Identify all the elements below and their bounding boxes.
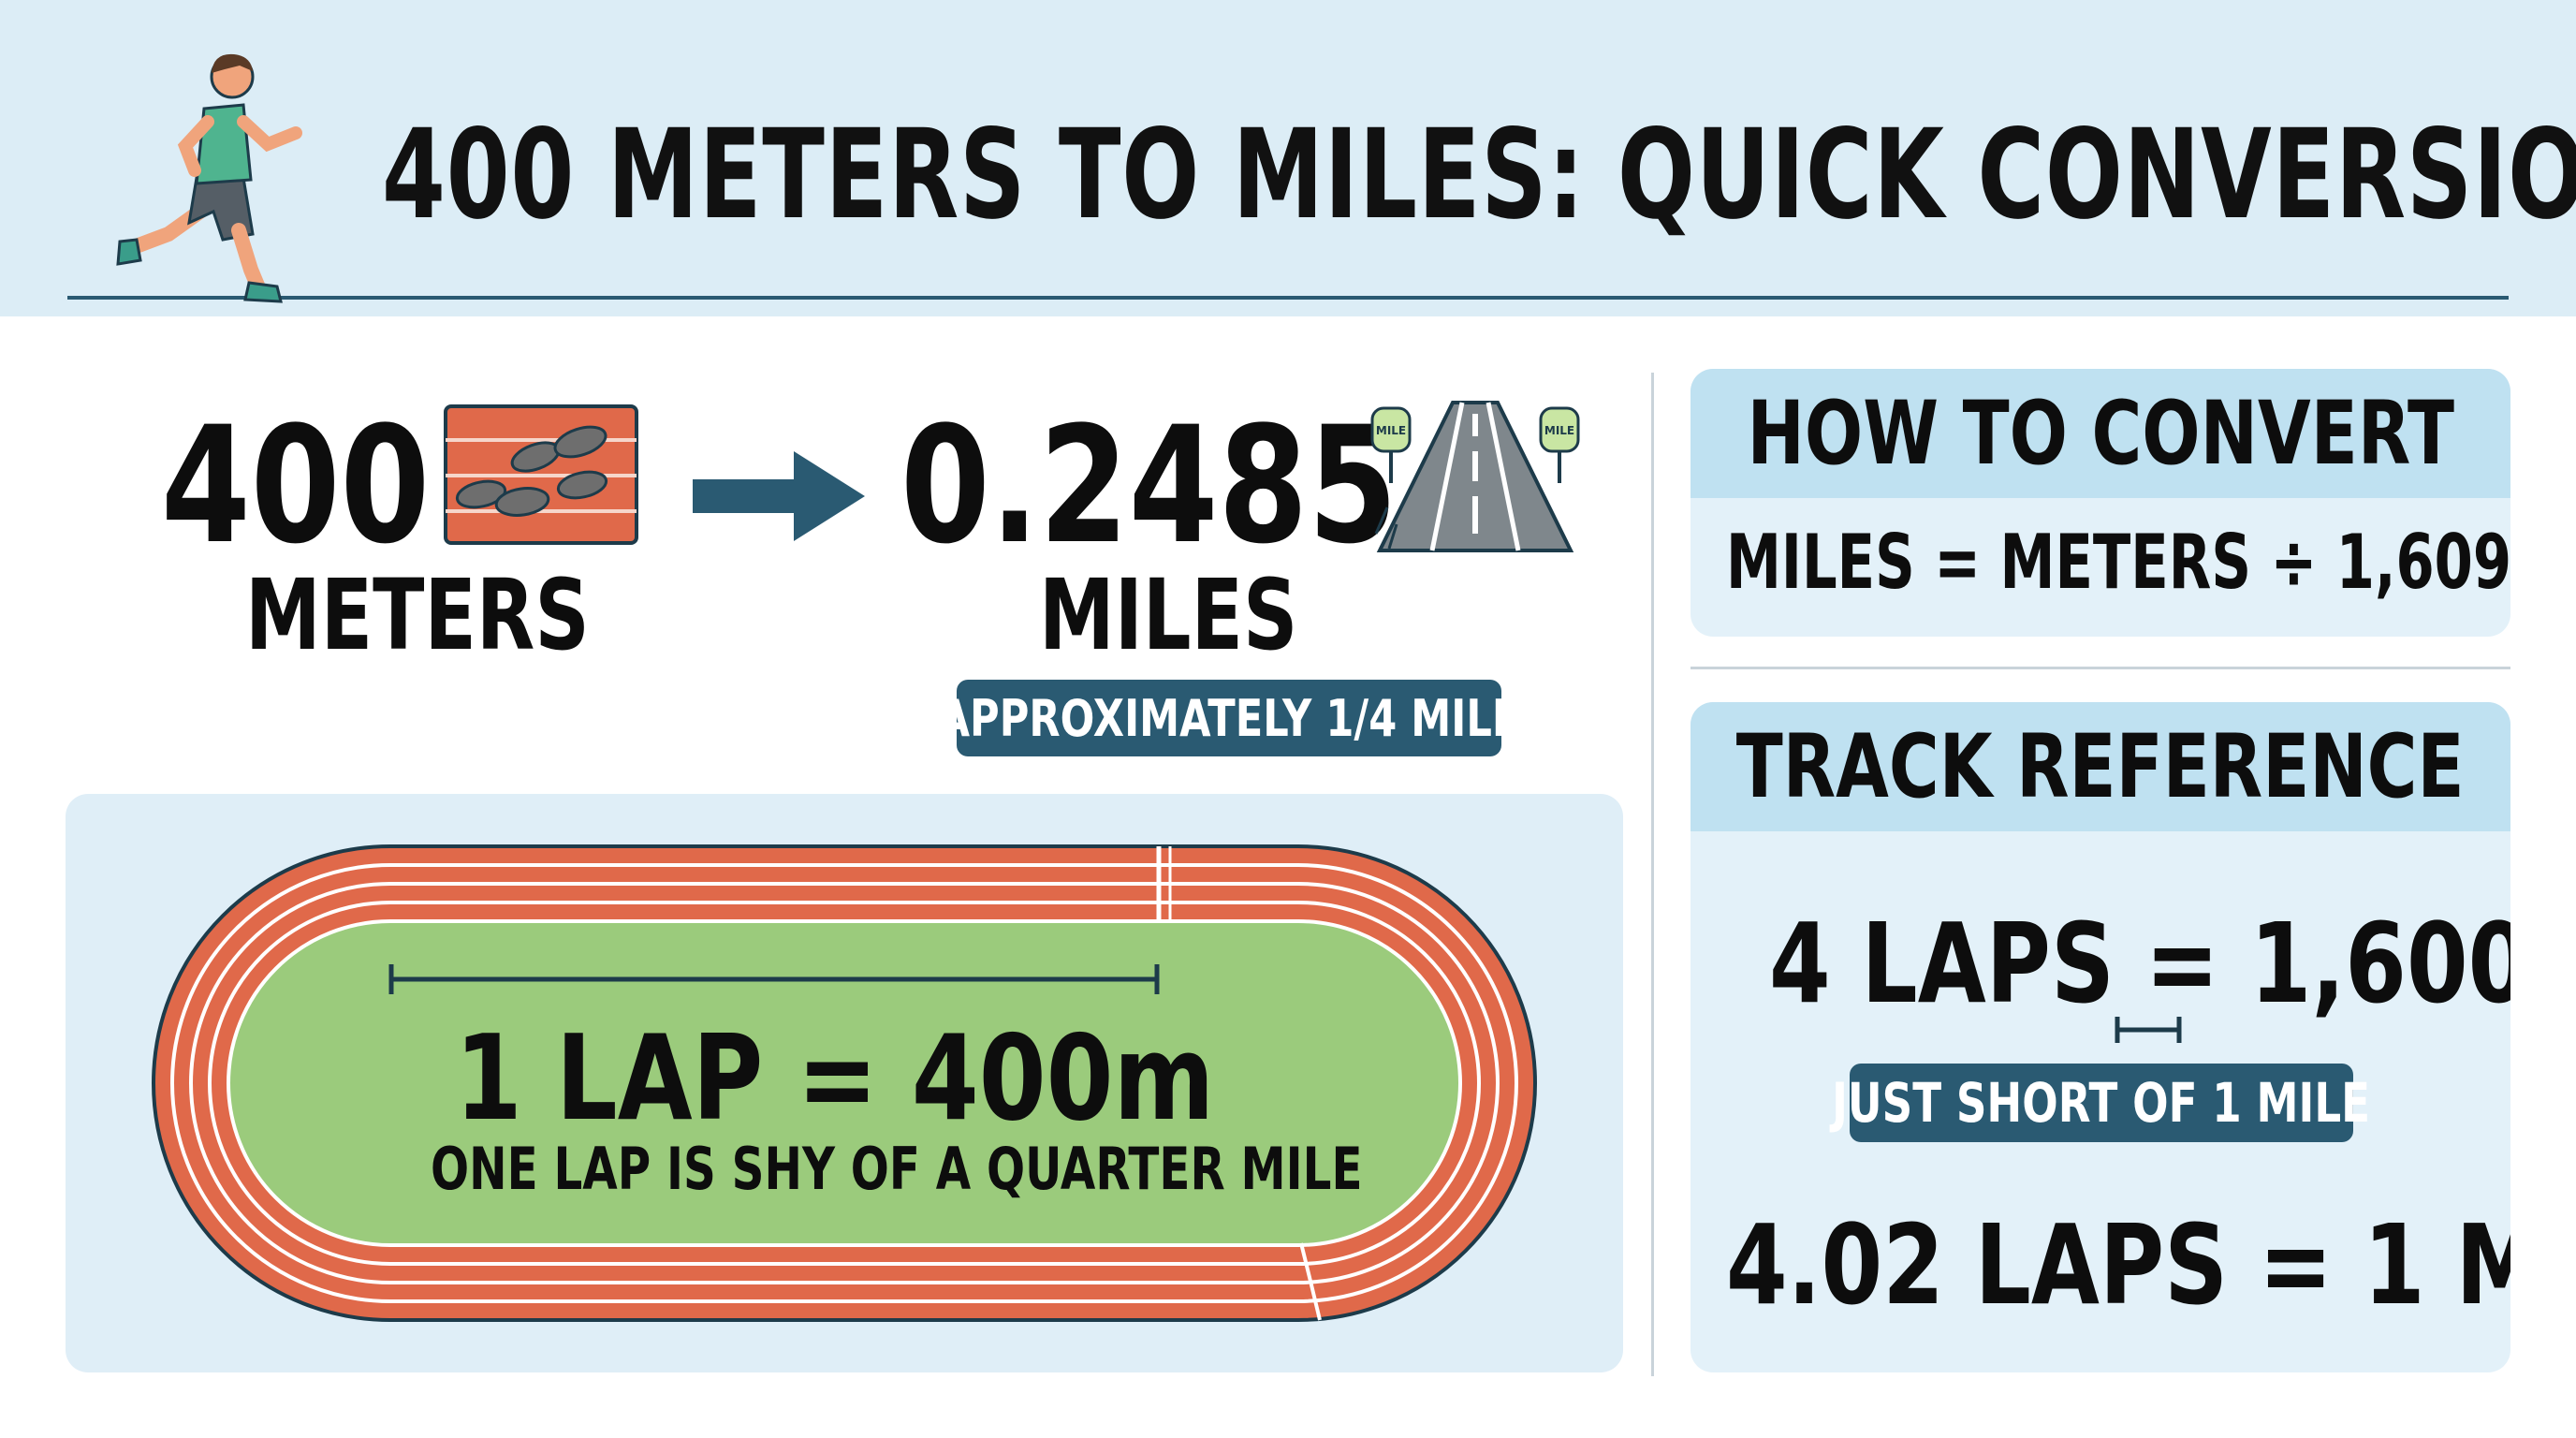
to-unit: MILES (1039, 558, 1298, 672)
track-reference-card: TRACK REFERENCE 4 LAPS = 1,600m JUST SHO… (1690, 702, 2510, 1372)
approximately-badge: APPROXIMATELY 1/4 MILE (939, 680, 1519, 756)
from-value: 400 (161, 391, 431, 580)
laps-per-mile-equation: 4.02 LAPS = 1 MILE (1726, 1200, 2510, 1329)
track-reference-heading: TRACK REFERENCE (1736, 715, 2465, 818)
mile-sign-left-text: MILE (1376, 424, 1406, 437)
page-title: 400 METERS TO MILES: QUICK CONVERSION (382, 103, 2576, 247)
running-track-illustration (152, 844, 1537, 1322)
footprints-on-track-icon (444, 404, 638, 545)
track-panel (66, 794, 1623, 1372)
card-divider (1690, 667, 2510, 669)
lap-equation: 1 LAP = 400m (455, 1009, 1215, 1147)
to-value: 0.2485 (900, 391, 1398, 580)
runner-icon (116, 53, 302, 303)
how-to-convert-header: HOW TO CONVERT (1690, 369, 2510, 498)
four-laps-equation: 4 LAPS = 1,600m (1769, 899, 2510, 1028)
header-divider (67, 296, 2509, 300)
difference-marker-icon (2115, 1017, 2182, 1043)
conversion-formula: MILES = METERS ÷ 1,609.344 (1726, 519, 2510, 606)
just-short-badge: JUST SHORT OF 1 MILE (1832, 1064, 2371, 1142)
from-unit: METERS (245, 558, 590, 672)
column-divider (1651, 373, 1654, 1376)
how-to-convert-card: HOW TO CONVERT MILES = METERS ÷ 1,609.34… (1690, 369, 2510, 637)
road-with-mile-signs-icon: MILE MILE (1370, 401, 1580, 552)
track-reference-header: TRACK REFERENCE (1690, 702, 2510, 831)
how-to-convert-heading: HOW TO CONVERT (1747, 382, 2454, 485)
arrow-right-icon (693, 451, 865, 541)
mile-sign-right-text: MILE (1544, 424, 1574, 437)
header-banner (0, 0, 2576, 316)
lap-note: ONE LAP IS SHY OF A QUARTER MILE (431, 1135, 1363, 1203)
just-short-label: JUST SHORT OF 1 MILE (1832, 1071, 2371, 1135)
approximately-label: APPROXIMATELY 1/4 MILE (938, 688, 1520, 748)
